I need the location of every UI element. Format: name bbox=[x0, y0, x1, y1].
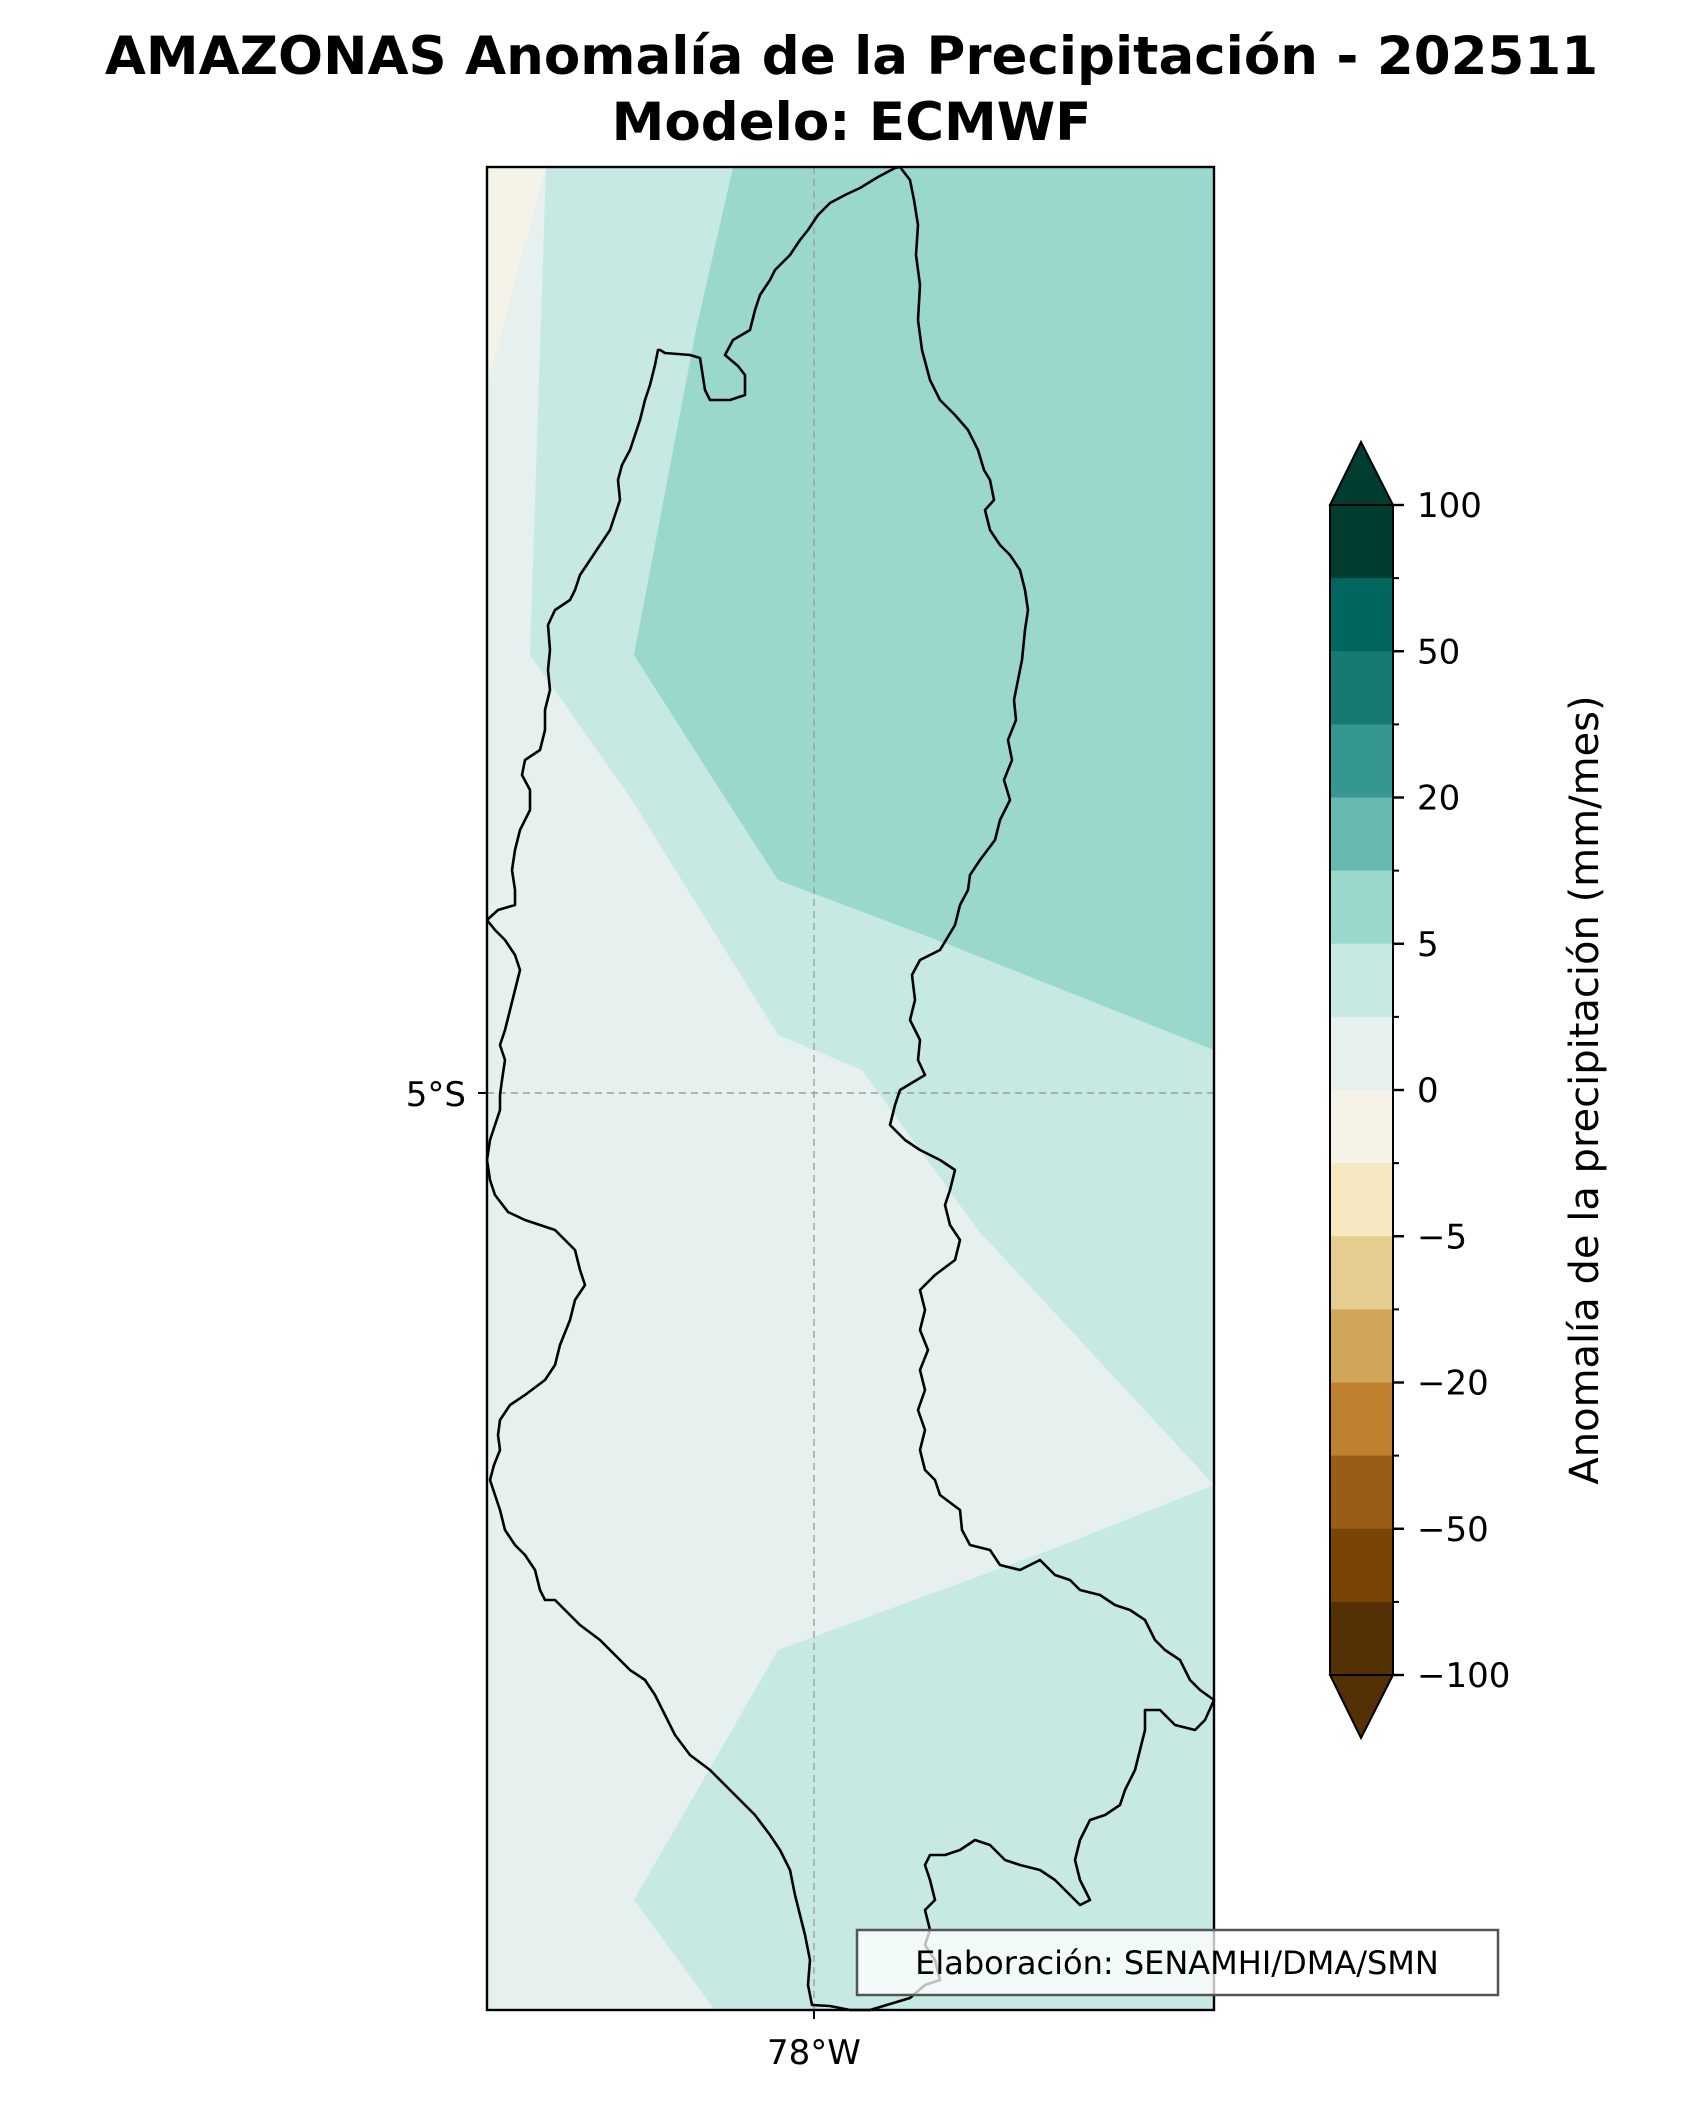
colorbar-segment bbox=[1330, 1236, 1393, 1310]
field-negative-corner bbox=[487, 167, 546, 385]
lon-tick-label: 78°W bbox=[767, 2033, 861, 2073]
colorbar-segment bbox=[1330, 1309, 1393, 1383]
colorbar-extend-max bbox=[1328, 439, 1395, 506]
field-band-5-10-north bbox=[634, 167, 1214, 1050]
colorbar-tick-label: 50 bbox=[1417, 632, 1460, 672]
colorbar-segment bbox=[1330, 870, 1393, 945]
colorbar-segment bbox=[1330, 1601, 1393, 1676]
colorbar-tick-label: −20 bbox=[1417, 1364, 1489, 1404]
colorbar-segment bbox=[1330, 797, 1393, 872]
colorbar-tick-label: 0 bbox=[1417, 1071, 1439, 1111]
colorbar-segment bbox=[1330, 651, 1393, 725]
credit-text: Elaboración: SENAMHI/DMA/SMN bbox=[915, 1944, 1439, 1982]
colorbar-segment bbox=[1330, 1382, 1393, 1457]
amazonas-boundary bbox=[485, 165, 1216, 2012]
colorbar-label: Anomalía de la precipitación (mm/mes) bbox=[1562, 695, 1608, 1484]
colorbar-tick-label: 100 bbox=[1417, 486, 1482, 526]
colorbar-tick-label: −50 bbox=[1417, 1510, 1489, 1550]
colorbar-segment bbox=[1330, 505, 1393, 579]
credit-box: Elaboración: SENAMHI/DMA/SMN bbox=[855, 1928, 1500, 1997]
colorbar-segment bbox=[1330, 1090, 1393, 1164]
colorbar-segment bbox=[1330, 943, 1393, 1018]
map-title: AMAZONAS Anomalía de la Precipitación - … bbox=[104, 26, 1599, 87]
colorbar-segment bbox=[1330, 1016, 1393, 1091]
gridlines bbox=[487, 167, 1214, 2010]
colorbar-segment bbox=[1330, 1163, 1393, 1237]
colorbar-segment bbox=[1330, 578, 1393, 652]
field-band-2-5-south bbox=[634, 1485, 1214, 2010]
lat-tick-label: 5°S bbox=[406, 1075, 466, 1115]
colorbar-segment bbox=[1330, 1528, 1393, 1603]
colorbar-tick-label: −100 bbox=[1417, 1656, 1510, 1696]
colorbar-tick-label: −5 bbox=[1417, 1217, 1467, 1257]
colorbar-tick-label: 5 bbox=[1417, 925, 1439, 965]
anomaly-field bbox=[487, 167, 1214, 2010]
colorbar-tick-label: 20 bbox=[1417, 779, 1460, 819]
colorbar-segment bbox=[1330, 1455, 1393, 1530]
colorbar-segments bbox=[1330, 505, 1393, 1676]
colorbar-extend-min bbox=[1328, 1674, 1395, 1741]
map-axes-frame bbox=[485, 165, 1216, 2012]
colorbar-segment bbox=[1330, 724, 1393, 798]
map-subtitle: Modelo: ECMWF bbox=[611, 92, 1092, 153]
